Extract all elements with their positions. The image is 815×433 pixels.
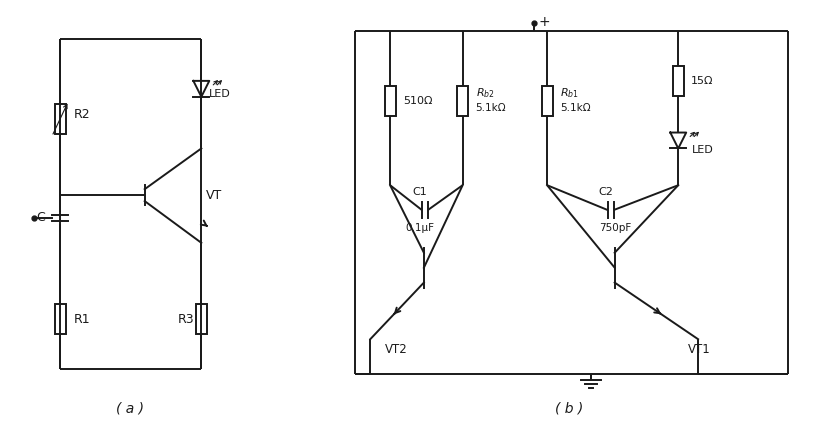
Bar: [55, 104, 66, 133]
Text: 15Ω: 15Ω: [691, 76, 714, 86]
Text: VT: VT: [206, 189, 222, 202]
Text: C: C: [36, 211, 45, 224]
Text: 750pF: 750pF: [600, 223, 632, 233]
Text: VT1: VT1: [688, 343, 711, 355]
Bar: [542, 86, 553, 116]
Text: ( b ): ( b ): [555, 402, 583, 416]
Text: $R_{b1}$: $R_{b1}$: [560, 86, 579, 100]
Text: 5.1kΩ: 5.1kΩ: [560, 103, 591, 113]
Bar: [673, 66, 684, 96]
Text: 5.1kΩ: 5.1kΩ: [476, 103, 506, 113]
Text: R1: R1: [74, 313, 90, 326]
Bar: [385, 86, 395, 116]
Text: 510Ω: 510Ω: [403, 96, 433, 106]
Text: 0.1μF: 0.1μF: [405, 223, 434, 233]
Text: +: +: [538, 15, 550, 29]
Text: VT2: VT2: [385, 343, 408, 355]
Text: R2: R2: [74, 108, 90, 121]
Text: LED: LED: [209, 89, 231, 99]
Text: R3: R3: [178, 313, 194, 326]
Text: LED: LED: [692, 145, 714, 155]
Text: ( a ): ( a ): [116, 402, 143, 416]
Bar: [196, 304, 207, 334]
Text: C2: C2: [598, 187, 613, 197]
Bar: [457, 86, 468, 116]
Text: $R_{b2}$: $R_{b2}$: [476, 86, 495, 100]
Bar: [55, 304, 66, 334]
Text: C1: C1: [412, 187, 427, 197]
